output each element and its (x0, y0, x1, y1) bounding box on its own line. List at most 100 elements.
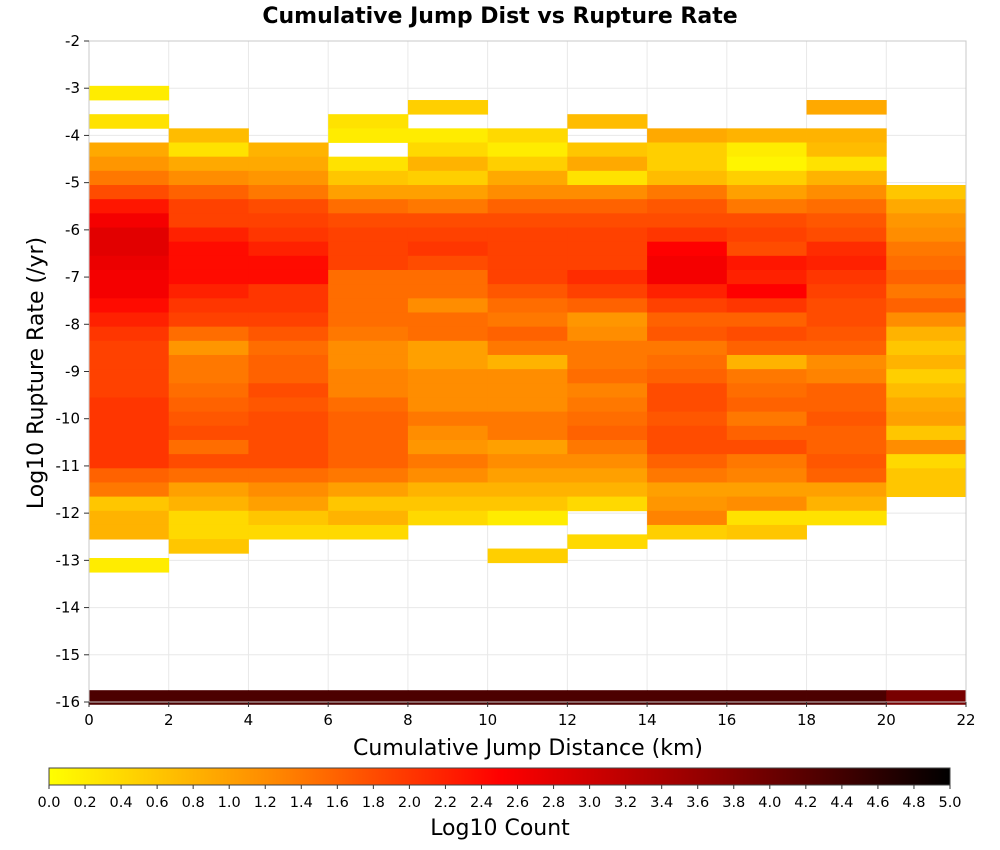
heatmap-cell (647, 397, 728, 413)
heatmap-cell (567, 690, 648, 705)
heatmap-cell (248, 298, 329, 313)
y-tick-label: -13 (56, 551, 81, 569)
colorbar-tick-label: 0.0 (37, 795, 60, 811)
heatmap-cell (248, 227, 329, 243)
heatmap-cell (567, 255, 648, 271)
heatmap-cell (806, 340, 887, 356)
heatmap-cell (567, 425, 648, 441)
colorbar-tick-label: 4.4 (830, 795, 853, 811)
heatmap-cell (168, 468, 249, 483)
heatmap-cell (89, 425, 170, 441)
heatmap-cell (168, 340, 249, 356)
heatmap-cell (726, 482, 807, 498)
heatmap-cell (567, 213, 648, 228)
heatmap-cell (89, 312, 170, 328)
heatmap-cell (487, 269, 568, 285)
heatmap-cell (567, 354, 648, 370)
heatmap-cell (647, 156, 728, 172)
heatmap-cell (647, 690, 728, 705)
heatmap-cell (407, 142, 489, 158)
heatmap-cell (89, 326, 170, 342)
heatmap-cell (567, 411, 648, 427)
heatmap-cell (886, 468, 967, 483)
heatmap-cell (328, 369, 409, 384)
heatmap-cell (886, 690, 967, 705)
heatmap-cell (567, 340, 648, 356)
y-axis-ticks: -2 -3 -4 -5 -6 -7 -8 -9 -10 -11 -12 -13 -14 -15 -16 (56, 32, 89, 711)
heatmap-cell (328, 128, 409, 143)
heatmap-cell (248, 411, 329, 427)
y-tick-label: -9 (65, 363, 80, 381)
heatmap-cell (89, 213, 170, 228)
heatmap-cell (806, 439, 887, 455)
x-tick-label: 16 (717, 711, 736, 729)
heatmap-cell (328, 340, 409, 356)
colorbar-tick-label: 3.2 (614, 795, 637, 811)
heatmap-cell (487, 548, 568, 564)
heatmap-cell (248, 496, 329, 512)
heatmap-cell (567, 439, 648, 455)
heatmap-cell (886, 199, 967, 214)
heatmap-cell (647, 369, 728, 384)
heatmap-cell (328, 312, 409, 328)
colorbar-tick-label: 2.2 (434, 795, 457, 811)
heatmap-cell (726, 510, 807, 526)
x-tick-label: 2 (164, 711, 174, 729)
heatmap-cell (248, 255, 329, 271)
heatmap-cell (647, 269, 728, 285)
colorbar-tick-label: 2.4 (470, 795, 493, 811)
heatmap-cell (806, 100, 887, 115)
heatmap-cell (407, 354, 489, 370)
heatmap-cell (806, 482, 887, 498)
heatmap-cell (328, 227, 409, 243)
heatmap-cell (89, 170, 170, 186)
heatmap-cell (487, 468, 568, 483)
heatmap-cell (886, 312, 967, 328)
heatmap-cell (567, 227, 648, 243)
heatmap-cell (89, 199, 170, 214)
heatmap-cell (647, 213, 728, 228)
heatmap-cell (647, 199, 728, 214)
heatmap-cell (168, 354, 249, 370)
heatmap-cell (168, 539, 249, 554)
heatmap-cell (487, 255, 568, 271)
heatmap-cell (89, 241, 170, 257)
heatmap-cell (407, 255, 489, 271)
y-tick-label: -12 (56, 504, 81, 522)
heatmap-cell (248, 510, 329, 526)
heatmap-cell (248, 340, 329, 356)
heatmap-cell (168, 227, 249, 243)
colorbar-tick-label: 3.0 (578, 795, 601, 811)
heatmap-cell (726, 397, 807, 413)
heatmap-cell (886, 269, 967, 285)
heatmap-cell (647, 312, 728, 328)
heatmap-cell (726, 142, 807, 158)
heatmap-cell (567, 170, 648, 186)
heatmap-cell (806, 185, 887, 200)
heatmap-cell (89, 185, 170, 200)
heatmap-cell (248, 170, 329, 186)
heatmap-cell (487, 510, 568, 526)
heatmap-cell (89, 524, 170, 540)
heatmap-cell (886, 326, 967, 342)
heatmap-cell (89, 397, 170, 413)
heatmap-cell (168, 241, 249, 257)
heatmap-cell (647, 142, 728, 158)
x-tick-label: 10 (478, 711, 497, 729)
heatmap-cell (407, 454, 489, 469)
y-tick-label: -7 (65, 268, 80, 286)
heatmap-cell (806, 298, 887, 313)
heatmap-cell (886, 369, 967, 384)
heatmap-cell (248, 468, 329, 483)
heatmap-cell (726, 326, 807, 342)
heatmap-cell (487, 156, 568, 172)
heatmap-cell (168, 128, 249, 143)
colorbar-tick-label: 5.0 (938, 795, 961, 811)
heatmap-cells (89, 85, 967, 705)
y-tick-label: -11 (56, 457, 81, 475)
heatmap-cell (886, 255, 967, 271)
heatmap-cell (407, 199, 489, 214)
heatmap-cell (407, 340, 489, 356)
